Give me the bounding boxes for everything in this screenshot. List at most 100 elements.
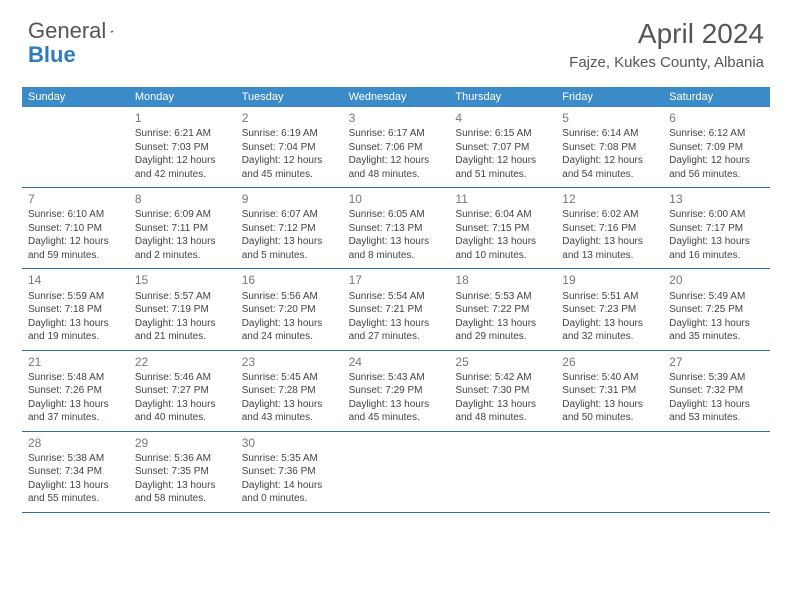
logo-triangle-icon — [110, 23, 113, 39]
daylight-text: Daylight: 13 hours and 29 minutes. — [455, 317, 550, 344]
empty-cell — [663, 432, 770, 512]
day-number: 14 — [28, 272, 123, 288]
sunrise-text: Sunrise: 5:35 AM — [242, 452, 337, 466]
weekday-cell: Thursday — [449, 87, 556, 107]
sunset-text: Sunset: 7:15 PM — [455, 222, 550, 236]
logo-text-general: General — [28, 18, 106, 44]
sunset-text: Sunset: 7:30 PM — [455, 384, 550, 398]
day-cell: 2Sunrise: 6:19 AMSunset: 7:04 PMDaylight… — [236, 107, 343, 187]
sunset-text: Sunset: 7:26 PM — [28, 384, 123, 398]
sunset-text: Sunset: 7:07 PM — [455, 141, 550, 155]
day-cell: 26Sunrise: 5:40 AMSunset: 7:31 PMDayligh… — [556, 351, 663, 431]
weekday-cell: Tuesday — [236, 87, 343, 107]
daylight-text: Daylight: 13 hours and 24 minutes. — [242, 317, 337, 344]
sunrise-text: Sunrise: 6:14 AM — [562, 127, 657, 141]
sunset-text: Sunset: 7:12 PM — [242, 222, 337, 236]
day-number: 30 — [242, 435, 337, 451]
sunset-text: Sunset: 7:08 PM — [562, 141, 657, 155]
sunset-text: Sunset: 7:06 PM — [349, 141, 444, 155]
daylight-text: Daylight: 13 hours and 53 minutes. — [669, 398, 764, 425]
daylight-text: Daylight: 14 hours and 0 minutes. — [242, 479, 337, 506]
sunrise-text: Sunrise: 5:46 AM — [135, 371, 230, 385]
sunset-text: Sunset: 7:16 PM — [562, 222, 657, 236]
sunset-text: Sunset: 7:04 PM — [242, 141, 337, 155]
sunset-text: Sunset: 7:11 PM — [135, 222, 230, 236]
sunset-text: Sunset: 7:03 PM — [135, 141, 230, 155]
day-number: 25 — [455, 354, 550, 370]
sunrise-text: Sunrise: 5:49 AM — [669, 290, 764, 304]
week-row: 14Sunrise: 5:59 AMSunset: 7:18 PMDayligh… — [22, 269, 770, 350]
weekday-cell: Monday — [129, 87, 236, 107]
weekday-cell: Friday — [556, 87, 663, 107]
day-number: 18 — [455, 272, 550, 288]
sunrise-text: Sunrise: 5:59 AM — [28, 290, 123, 304]
day-cell: 25Sunrise: 5:42 AMSunset: 7:30 PMDayligh… — [449, 351, 556, 431]
week-row: 21Sunrise: 5:48 AMSunset: 7:26 PMDayligh… — [22, 351, 770, 432]
day-cell: 5Sunrise: 6:14 AMSunset: 7:08 PMDaylight… — [556, 107, 663, 187]
sunrise-text: Sunrise: 5:53 AM — [455, 290, 550, 304]
sunrise-text: Sunrise: 6:02 AM — [562, 208, 657, 222]
day-number: 12 — [562, 191, 657, 207]
sunrise-text: Sunrise: 5:38 AM — [28, 452, 123, 466]
week-row: 1Sunrise: 6:21 AMSunset: 7:03 PMDaylight… — [22, 107, 770, 188]
sunrise-text: Sunrise: 5:54 AM — [349, 290, 444, 304]
sunrise-text: Sunrise: 5:57 AM — [135, 290, 230, 304]
day-number: 16 — [242, 272, 337, 288]
daylight-text: Daylight: 13 hours and 58 minutes. — [135, 479, 230, 506]
sunset-text: Sunset: 7:09 PM — [669, 141, 764, 155]
daylight-text: Daylight: 12 hours and 48 minutes. — [349, 154, 444, 181]
sunrise-text: Sunrise: 6:00 AM — [669, 208, 764, 222]
day-cell: 28Sunrise: 5:38 AMSunset: 7:34 PMDayligh… — [22, 432, 129, 512]
daylight-text: Daylight: 13 hours and 37 minutes. — [28, 398, 123, 425]
day-cell: 4Sunrise: 6:15 AMSunset: 7:07 PMDaylight… — [449, 107, 556, 187]
daylight-text: Daylight: 12 hours and 51 minutes. — [455, 154, 550, 181]
day-number: 2 — [242, 110, 337, 126]
day-cell: 3Sunrise: 6:17 AMSunset: 7:06 PMDaylight… — [343, 107, 450, 187]
month-title: April 2024 — [569, 18, 764, 50]
daylight-text: Daylight: 13 hours and 13 minutes. — [562, 235, 657, 262]
sunset-text: Sunset: 7:28 PM — [242, 384, 337, 398]
daylight-text: Daylight: 13 hours and 19 minutes. — [28, 317, 123, 344]
day-cell: 11Sunrise: 6:04 AMSunset: 7:15 PMDayligh… — [449, 188, 556, 268]
sunrise-text: Sunrise: 5:39 AM — [669, 371, 764, 385]
sunset-text: Sunset: 7:29 PM — [349, 384, 444, 398]
day-cell: 23Sunrise: 5:45 AMSunset: 7:28 PMDayligh… — [236, 351, 343, 431]
weekday-header-row: SundayMondayTuesdayWednesdayThursdayFrid… — [22, 87, 770, 107]
day-cell: 13Sunrise: 6:00 AMSunset: 7:17 PMDayligh… — [663, 188, 770, 268]
sunset-text: Sunset: 7:18 PM — [28, 303, 123, 317]
day-number: 7 — [28, 191, 123, 207]
sunset-text: Sunset: 7:25 PM — [669, 303, 764, 317]
day-cell: 27Sunrise: 5:39 AMSunset: 7:32 PMDayligh… — [663, 351, 770, 431]
day-cell: 9Sunrise: 6:07 AMSunset: 7:12 PMDaylight… — [236, 188, 343, 268]
day-number: 5 — [562, 110, 657, 126]
daylight-text: Daylight: 13 hours and 27 minutes. — [349, 317, 444, 344]
day-number: 4 — [455, 110, 550, 126]
logo-text-blue: Blue — [28, 42, 76, 68]
day-number: 27 — [669, 354, 764, 370]
day-number: 8 — [135, 191, 230, 207]
day-number: 21 — [28, 354, 123, 370]
sunset-text: Sunset: 7:27 PM — [135, 384, 230, 398]
daylight-text: Daylight: 12 hours and 42 minutes. — [135, 154, 230, 181]
sunrise-text: Sunrise: 5:43 AM — [349, 371, 444, 385]
day-number: 20 — [669, 272, 764, 288]
sunrise-text: Sunrise: 5:36 AM — [135, 452, 230, 466]
day-cell: 19Sunrise: 5:51 AMSunset: 7:23 PMDayligh… — [556, 269, 663, 349]
daylight-text: Daylight: 13 hours and 43 minutes. — [242, 398, 337, 425]
day-cell: 14 Sunrise: 5:59 AMSunset: 7:18 PMDayligh… — [22, 269, 129, 349]
daylight-text: Daylight: 13 hours and 35 minutes. — [669, 317, 764, 344]
sunrise-text: Sunrise: 5:45 AM — [242, 371, 337, 385]
daylight-text: Daylight: 12 hours and 56 minutes. — [669, 154, 764, 181]
day-cell: 22Sunrise: 5:46 AMSunset: 7:27 PMDayligh… — [129, 351, 236, 431]
day-number: 15 — [135, 272, 230, 288]
day-number: 9 — [242, 191, 337, 207]
day-cell: 20 Sunrise: 5:49 AMSunset: 7:25 PMDayligh… — [663, 269, 770, 349]
sunrise-text: Sunrise: 6:07 AM — [242, 208, 337, 222]
day-cell: 6Sunrise: 6:12 AMSunset: 7:09 PMDaylight… — [663, 107, 770, 187]
day-cell: 12Sunrise: 6:02 AMSunset: 7:16 PMDayligh… — [556, 188, 663, 268]
weekday-cell: Saturday — [663, 87, 770, 107]
day-cell: 18Sunrise: 5:53 AMSunset: 7:22 PMDayligh… — [449, 269, 556, 349]
daylight-text: Daylight: 13 hours and 8 minutes. — [349, 235, 444, 262]
sunrise-text: Sunrise: 6:17 AM — [349, 127, 444, 141]
daylight-text: Daylight: 13 hours and 55 minutes. — [28, 479, 123, 506]
